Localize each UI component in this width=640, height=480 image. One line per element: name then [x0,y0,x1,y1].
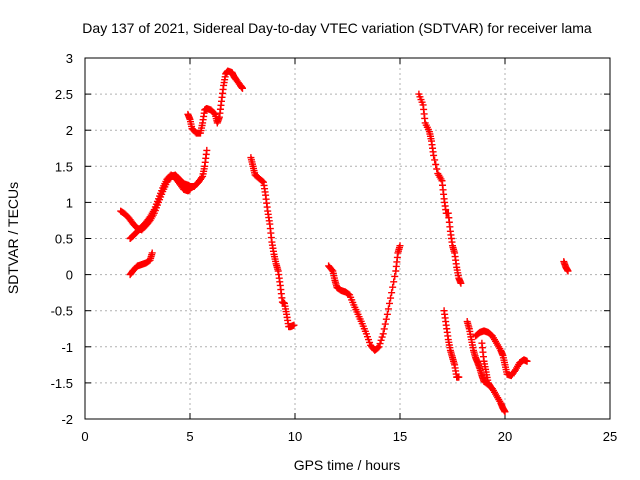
data-point [386,299,393,307]
chart-title: Day 137 of 2021, Sidereal Day-to-day VTE… [82,20,592,36]
data-point [186,185,194,193]
y-axis-title: SDTVAR / TECUs [5,182,21,294]
y-tick-label: -1.5 [51,376,73,391]
data-point [390,278,398,286]
data-point [380,325,388,333]
data-point [486,383,494,391]
data-point [328,266,336,274]
y-tick-label: 3 [66,51,73,66]
data-point [375,343,383,351]
data-point [239,84,246,92]
data-points [117,67,572,416]
y-tick-label: 2.5 [55,87,73,102]
data-point [391,272,399,280]
data-point [148,249,156,257]
data-point [455,373,463,381]
data-point [378,333,386,341]
grid [85,58,610,419]
x-tick-labels: 0 5 10 15 20 25 [81,429,617,444]
data-point [374,344,382,352]
data-point [376,340,384,348]
data-point [457,279,465,287]
data-point [198,174,206,182]
data-point [384,305,392,313]
data-point [433,165,441,173]
data-point [396,242,404,250]
y-tick-label: 0 [66,268,73,283]
data-point [377,336,385,344]
data-point [389,283,397,291]
y-tick-label: -2 [61,412,73,427]
data-point [290,321,298,329]
data-point [523,357,531,365]
plot-frame [84,57,611,420]
y-tick-label: 1 [66,195,73,210]
y-tick-label: 2 [66,123,73,138]
data-point [564,267,572,275]
y-tick-label: 1.5 [55,159,73,174]
data-point [382,315,390,323]
y-tick-label: -0.5 [51,304,73,319]
x-tick-label: 20 [498,429,512,444]
data-point [432,160,440,168]
x-axis-title: GPS time / hours [294,457,401,473]
data-point [501,408,509,416]
data-point [431,156,439,164]
data-point [258,177,266,185]
data-point [430,151,438,159]
x-tick-label: 5 [186,429,193,444]
data-point [379,330,387,338]
data-point [387,294,395,302]
data-point [381,320,389,328]
data-point [383,310,391,318]
x-tick-label: 10 [288,429,302,444]
data-point [388,289,396,297]
y-tick-labels: -2 -1.5 -1 -0.5 0 0.5 1 1.5 2 2.5 3 [51,51,73,427]
y-tick-label: -1 [61,340,73,355]
x-tick-label: 15 [393,429,407,444]
x-tick-label: 0 [81,429,88,444]
y-tick-label: 0.5 [55,232,73,247]
data-point [203,146,211,154]
x-tick-label: 25 [603,429,617,444]
